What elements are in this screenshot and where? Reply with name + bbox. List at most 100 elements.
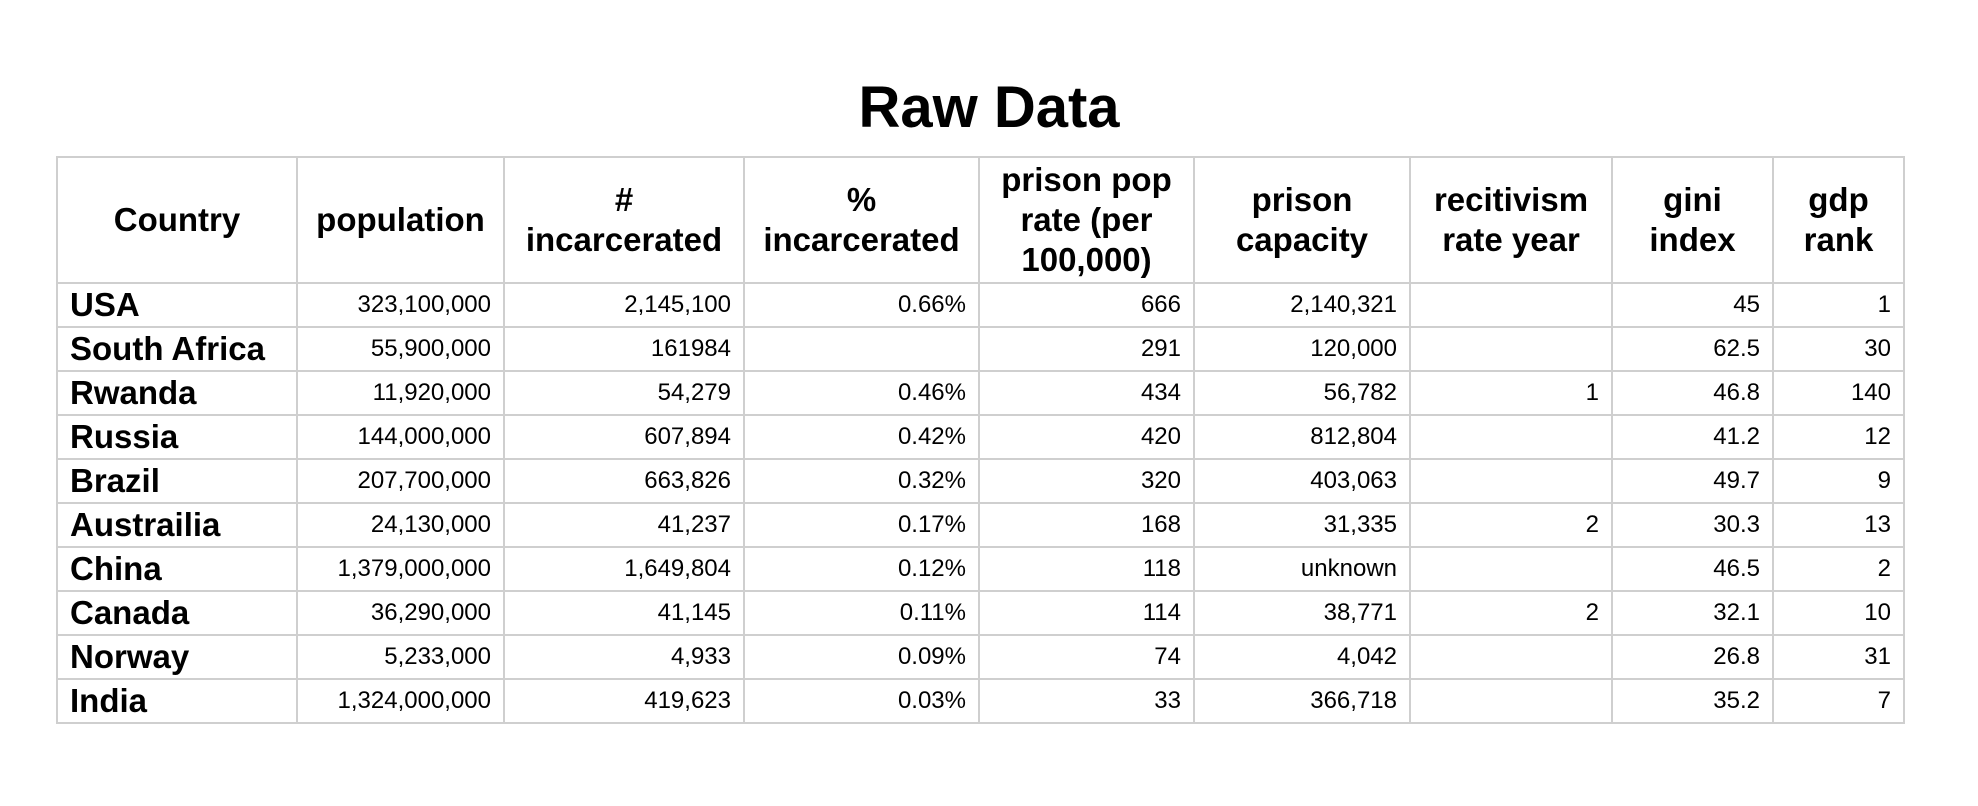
cell-prison-capacity: unknown (1193, 546, 1411, 592)
cell-population: 323,100,000 (296, 282, 505, 328)
cell-population: 207,700,000 (296, 458, 505, 504)
cell-gini-index: 45 (1611, 282, 1774, 328)
raw-data-table: Country population # incarcerated % inca… (56, 156, 1905, 724)
cell-country: Canada (56, 590, 298, 636)
column-header-prison-pop-rate: prison pop rate (per 100,000) (978, 156, 1195, 284)
cell-gdp-rank: 30 (1772, 326, 1905, 372)
cell-population: 1,324,000,000 (296, 678, 505, 724)
cell-gini-index: 41.2 (1611, 414, 1774, 460)
cell-country: Russia (56, 414, 298, 460)
cell-gini-index: 32.1 (1611, 590, 1774, 636)
cell-country: Brazil (56, 458, 298, 504)
cell-prison-capacity: 2,140,321 (1193, 282, 1411, 328)
header-row: Country population # incarcerated % inca… (56, 156, 1905, 284)
cell-recidivism-rate-year (1409, 326, 1613, 372)
cell-prison-capacity: 120,000 (1193, 326, 1411, 372)
cell-prison-capacity: 56,782 (1193, 370, 1411, 416)
table-row: Rwanda 11,920,000 54,279 0.46% 434 56,782 1 46.… (56, 370, 1905, 416)
cell-prison-capacity: 4,042 (1193, 634, 1411, 680)
cell-population: 11,920,000 (296, 370, 505, 416)
table-row: China 1,379,000,000 1,649,804 0.12% 118 unkno… (56, 546, 1905, 592)
cell-prison-capacity: 38,771 (1193, 590, 1411, 636)
cell-gdp-rank: 13 (1772, 502, 1905, 548)
table-row: Brazil 207,700,000 663,826 0.32% 320 403,063 4… (56, 458, 1905, 504)
cell-prison-pop-rate: 114 (978, 590, 1195, 636)
cell-prison-capacity: 31,335 (1193, 502, 1411, 548)
cell-incarcerated-percent: 0.09% (743, 634, 980, 680)
cell-prison-pop-rate: 434 (978, 370, 1195, 416)
cell-population: 55,900,000 (296, 326, 505, 372)
cell-population: 24,130,000 (296, 502, 505, 548)
table-row: USA 323,100,000 2,145,100 0.66% 666 2,140,321… (56, 282, 1905, 328)
cell-incarcerated-percent: 0.12% (743, 546, 980, 592)
cell-gini-index: 49.7 (1611, 458, 1774, 504)
table-row: Russia 144,000,000 607,894 0.42% 420 812,804 4… (56, 414, 1905, 460)
cell-gdp-rank: 140 (1772, 370, 1905, 416)
cell-country: Austrailia (56, 502, 298, 548)
cell-prison-pop-rate: 74 (978, 634, 1195, 680)
cell-country: USA (56, 282, 298, 328)
cell-recidivism-rate-year: 2 (1409, 590, 1613, 636)
table-row: Austrailia 24,130,000 41,237 0.17% 168 31,335… (56, 502, 1905, 548)
column-header-gini-index: gini index (1611, 156, 1774, 284)
table-row: India 1,324,000,000 419,623 0.03% 33 366,718 3… (56, 678, 1905, 724)
cell-gdp-rank: 31 (1772, 634, 1905, 680)
table-row: South Africa 55,900,000 161984 291 120,000 62… (56, 326, 1905, 372)
cell-country: China (56, 546, 298, 592)
cell-incarcerated-count: 419,623 (503, 678, 745, 724)
cell-recidivism-rate-year: 1 (1409, 370, 1613, 416)
cell-gdp-rank: 7 (1772, 678, 1905, 724)
cell-prison-pop-rate: 33 (978, 678, 1195, 724)
column-header-population: population (296, 156, 505, 284)
cell-gini-index: 35.2 (1611, 678, 1774, 724)
cell-recidivism-rate-year: 2 (1409, 502, 1613, 548)
cell-prison-pop-rate: 666 (978, 282, 1195, 328)
cell-gini-index: 46.8 (1611, 370, 1774, 416)
table-row: Norway 5,233,000 4,933 0.09% 74 4,042 26.8 31 (56, 634, 1905, 680)
cell-prison-pop-rate: 420 (978, 414, 1195, 460)
column-header-recidivism-rate-year: recitivism rate year (1409, 156, 1613, 284)
cell-recidivism-rate-year (1409, 678, 1613, 724)
column-header-incarcerated-count: # incarcerated (503, 156, 745, 284)
cell-gini-index: 62.5 (1611, 326, 1774, 372)
cell-incarcerated-count: 1,649,804 (503, 546, 745, 592)
cell-prison-pop-rate: 118 (978, 546, 1195, 592)
column-header-gdp-rank: gdp rank (1772, 156, 1905, 284)
column-header-prison-capacity: prison capacity (1193, 156, 1411, 284)
cell-country: South Africa (56, 326, 298, 372)
cell-gini-index: 30.3 (1611, 502, 1774, 548)
column-header-incarcerated-percent: % incarcerated (743, 156, 980, 284)
cell-incarcerated-percent (743, 326, 980, 372)
cell-prison-capacity: 366,718 (1193, 678, 1411, 724)
cell-gdp-rank: 2 (1772, 546, 1905, 592)
column-header-country: Country (56, 156, 298, 284)
cell-country: India (56, 678, 298, 724)
cell-incarcerated-count: 54,279 (503, 370, 745, 416)
cell-gdp-rank: 9 (1772, 458, 1905, 504)
cell-incarcerated-percent: 0.03% (743, 678, 980, 724)
cell-incarcerated-count: 161984 (503, 326, 745, 372)
cell-prison-pop-rate: 168 (978, 502, 1195, 548)
cell-recidivism-rate-year (1409, 282, 1613, 328)
cell-population: 36,290,000 (296, 590, 505, 636)
cell-prison-capacity: 403,063 (1193, 458, 1411, 504)
cell-incarcerated-count: 607,894 (503, 414, 745, 460)
cell-incarcerated-count: 4,933 (503, 634, 745, 680)
cell-recidivism-rate-year (1409, 458, 1613, 504)
cell-incarcerated-percent: 0.32% (743, 458, 980, 504)
cell-incarcerated-count: 2,145,100 (503, 282, 745, 328)
cell-incarcerated-percent: 0.46% (743, 370, 980, 416)
cell-gini-index: 46.5 (1611, 546, 1774, 592)
cell-prison-capacity: 812,804 (1193, 414, 1411, 460)
cell-recidivism-rate-year (1409, 546, 1613, 592)
cell-gdp-rank: 1 (1772, 282, 1905, 328)
cell-country: Rwanda (56, 370, 298, 416)
cell-incarcerated-percent: 0.42% (743, 414, 980, 460)
cell-prison-pop-rate: 291 (978, 326, 1195, 372)
table-row: Canada 36,290,000 41,145 0.11% 114 38,771 2 32.… (56, 590, 1905, 636)
cell-incarcerated-percent: 0.17% (743, 502, 980, 548)
cell-incarcerated-count: 663,826 (503, 458, 745, 504)
cell-recidivism-rate-year (1409, 634, 1613, 680)
cell-gdp-rank: 10 (1772, 590, 1905, 636)
page-title: Raw Data (858, 75, 1120, 140)
